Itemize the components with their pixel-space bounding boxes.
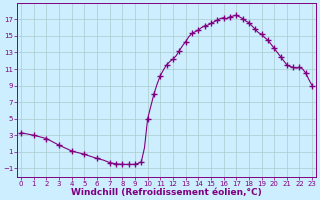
X-axis label: Windchill (Refroidissement éolien,°C): Windchill (Refroidissement éolien,°C) [71, 188, 262, 197]
